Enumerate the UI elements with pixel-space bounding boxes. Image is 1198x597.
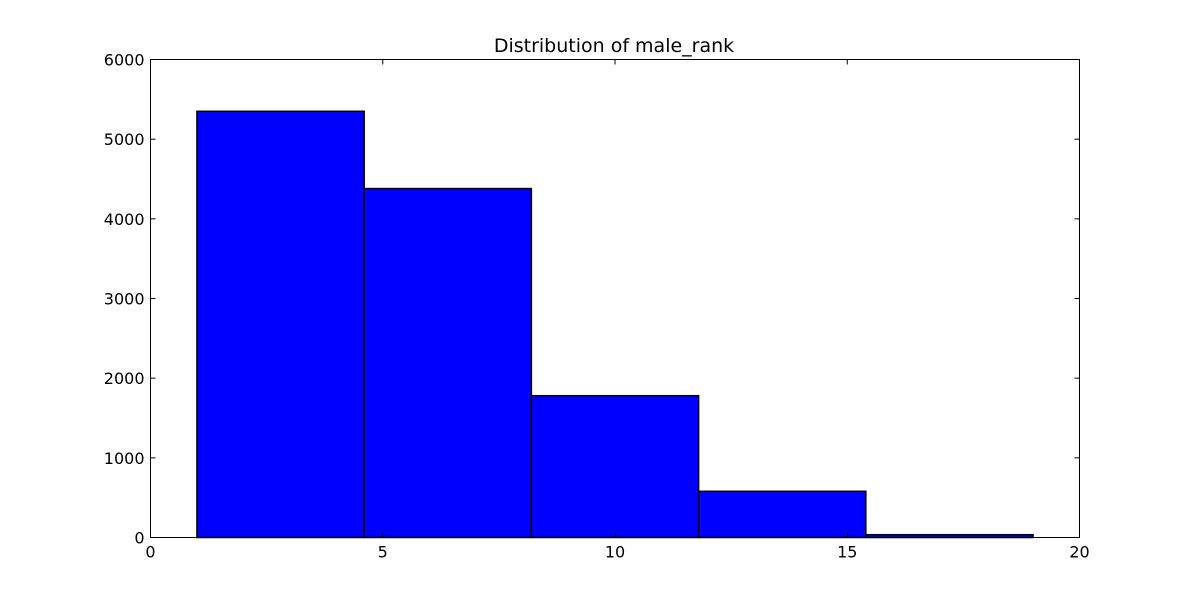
histogram-bar-1 [196, 110, 365, 539]
x-tick-label: 20 [1069, 543, 1089, 562]
chart-title: Distribution of male_rank [494, 35, 734, 57]
y-tick-label: 5000 [104, 130, 145, 149]
x-tick-label: 0 [145, 543, 155, 562]
x-tick-label: 15 [837, 543, 857, 562]
y-tick-label: 1000 [104, 449, 145, 468]
plot-frame [150, 59, 1080, 538]
y-tick-label: 4000 [104, 210, 145, 229]
histogram-bar-4 [697, 490, 867, 539]
histogram-bar-2 [363, 187, 533, 539]
x-tick-label: 5 [378, 543, 388, 562]
bars-layer [196, 110, 1034, 539]
x-tick-label: 10 [605, 543, 625, 562]
histogram-bar-3 [530, 394, 700, 539]
y-tick-label: 3000 [104, 290, 145, 309]
y-tick-label: 0 [134, 529, 144, 548]
y-tick-label: 2000 [104, 369, 145, 388]
y-tick-label: 6000 [104, 51, 145, 70]
